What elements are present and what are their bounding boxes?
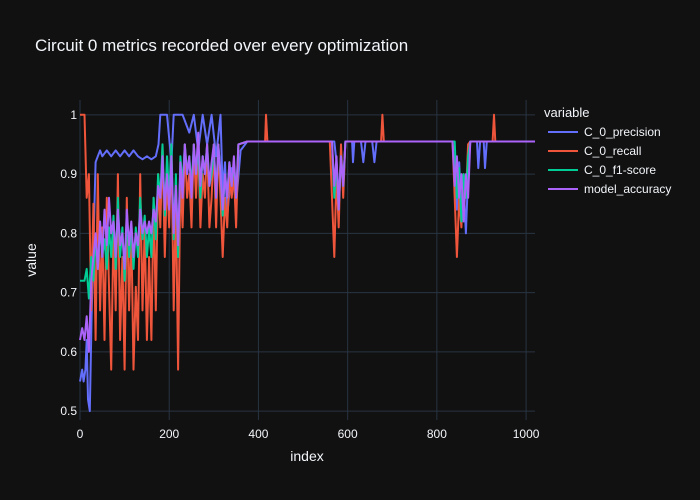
x-tick-label: 0 <box>77 427 84 441</box>
y-tick-label: 0.5 <box>60 404 77 418</box>
x-axis-title: index <box>290 448 323 464</box>
x-tick-label: 600 <box>338 427 358 441</box>
y-tick-label: 0.9 <box>60 167 77 181</box>
y-tick-label: 0.7 <box>60 286 77 300</box>
plot-series <box>79 113 535 413</box>
x-tick-label: 400 <box>248 427 268 441</box>
x-tick-label: 800 <box>427 427 447 441</box>
legend-label[interactable]: model_accuracy <box>584 182 671 196</box>
series-line-model-accuracy <box>79 131 535 353</box>
legend-label[interactable]: C_0_recall <box>584 144 641 158</box>
legend: C_0_precision C_0_recall C_0_f1-scoremodel… <box>548 125 671 196</box>
legend-title: variable <box>544 105 590 120</box>
x-axis-ticks: 0 200 400 600 800 1000 <box>77 427 540 441</box>
y-axis-title: value <box>23 243 39 277</box>
y-tick-label: 1 <box>70 108 77 122</box>
y-axis-ticks: 0.5 0.6 0.7 0.8 0.9 1 <box>60 108 77 418</box>
y-tick-label: 0.6 <box>60 345 77 359</box>
legend-label[interactable]: C_0_precision <box>584 125 661 139</box>
x-tick-label: 200 <box>159 427 179 441</box>
x-tick-label: 1000 <box>513 427 540 441</box>
legend-label[interactable]: C_0_f1-score <box>584 163 656 177</box>
y-tick-label: 0.8 <box>60 226 77 240</box>
chart-title: Circuit 0 metrics recorded over every op… <box>35 36 408 55</box>
